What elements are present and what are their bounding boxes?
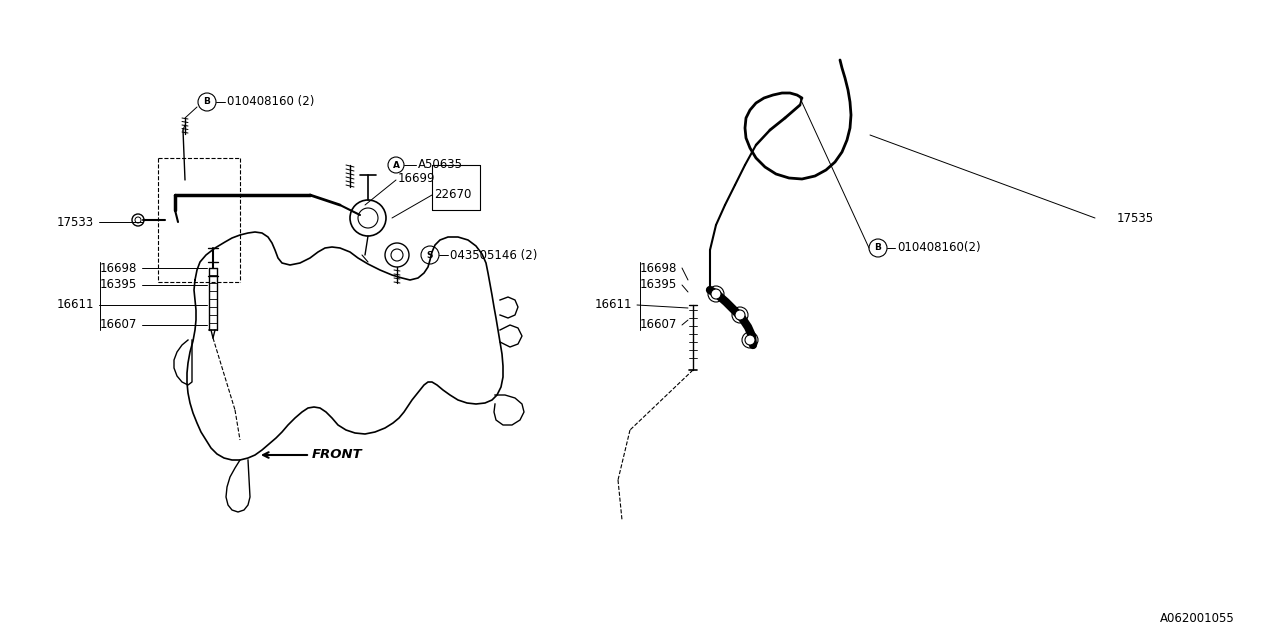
Text: FRONT: FRONT	[312, 449, 362, 461]
Circle shape	[745, 335, 755, 345]
Text: 16698: 16698	[640, 262, 677, 275]
Text: 043505146 (2): 043505146 (2)	[451, 248, 538, 262]
Text: A062001055: A062001055	[1160, 611, 1235, 625]
Text: B: B	[204, 97, 210, 106]
Text: 22670: 22670	[434, 189, 471, 202]
Text: 17535: 17535	[1117, 211, 1155, 225]
Text: 010408160 (2): 010408160 (2)	[227, 95, 315, 109]
Text: 010408160(2): 010408160(2)	[897, 241, 980, 255]
Text: 16607: 16607	[100, 319, 137, 332]
Text: A: A	[393, 161, 399, 170]
Text: 16395: 16395	[640, 278, 677, 291]
Text: 16611: 16611	[58, 298, 95, 312]
Text: 16698: 16698	[100, 262, 137, 275]
Text: A50635: A50635	[419, 159, 463, 172]
Text: 16699: 16699	[398, 172, 435, 184]
Text: 17533: 17533	[58, 216, 95, 228]
Text: S: S	[426, 250, 433, 259]
Text: 16611: 16611	[595, 298, 632, 312]
Text: 16607: 16607	[640, 319, 677, 332]
Text: 16395: 16395	[100, 278, 137, 291]
Circle shape	[710, 289, 721, 299]
Text: B: B	[874, 243, 882, 253]
Circle shape	[735, 310, 745, 320]
